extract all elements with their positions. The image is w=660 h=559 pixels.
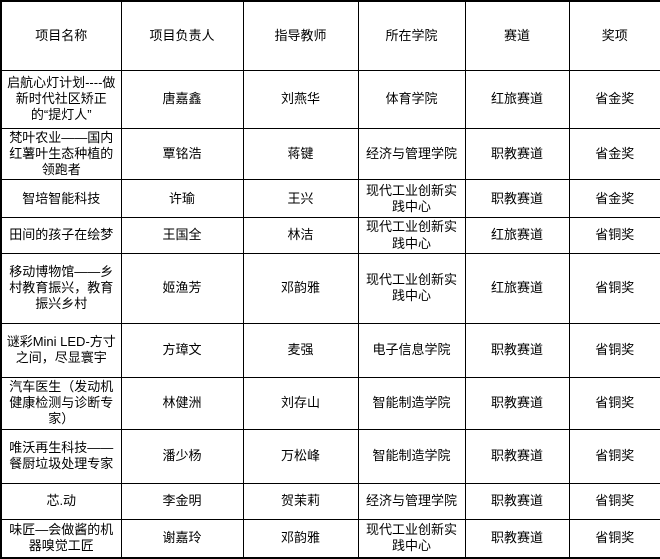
cell-award: 省铜奖 xyxy=(568,217,660,254)
header-cell-track: 赛道 xyxy=(464,0,570,71)
cell-award: 省铜奖 xyxy=(568,428,660,484)
header-cell-award: 奖项 xyxy=(568,0,660,71)
cell-track: 职教赛道 xyxy=(464,482,570,520)
cell-leader: 许瑜 xyxy=(120,179,244,219)
table-body: 启航心灯计划----做新时代社区矫正的“提灯人” 唐嘉鑫 刘燕华 体育学院 红旅赛道 省金… xyxy=(0,69,660,559)
cell-track: 职教赛道 xyxy=(464,179,570,219)
cell-college: 现代工业创新实践中心 xyxy=(357,252,466,324)
table-row: 田间的孩子在绘梦 王国全 林洁 现代工业创新实践中心 红旅赛道 省铜奖 xyxy=(0,217,660,254)
cell-name: 谜彩Mini LED-方寸之间，尽显寰宇 xyxy=(0,322,122,378)
cell-college: 经济与管理学院 xyxy=(357,482,466,520)
cell-college: 智能制造学院 xyxy=(357,428,466,484)
cell-college: 现代工业创新实践中心 xyxy=(357,179,466,219)
cell-award: 省金奖 xyxy=(568,179,660,219)
table-row: 移动博物馆——乡村教育振兴，教育振兴乡村 姬渔芳 邓韵雅 现代工业创新实践中心 红旅赛道… xyxy=(0,252,660,324)
cell-track: 职教赛道 xyxy=(464,322,570,378)
cell-leader: 唐嘉鑫 xyxy=(120,69,244,129)
cell-track: 职教赛道 xyxy=(464,428,570,484)
cell-leader: 王国全 xyxy=(120,217,244,254)
table-row: 梵叶农业——国内红薯叶生态种植的领跑者 覃铭浩 蒋键 经济与管理学院 职教赛道 省金奖 xyxy=(0,127,660,181)
table-row: 启航心灯计划----做新时代社区矫正的“提灯人” 唐嘉鑫 刘燕华 体育学院 红旅赛道 省金… xyxy=(0,69,660,129)
cell-track: 职教赛道 xyxy=(464,376,570,430)
header-cell-project-name: 项目名称 xyxy=(0,0,122,71)
table-row: 芯.动 李金明 贺茉莉 经济与管理学院 职教赛道 省铜奖 xyxy=(0,482,660,520)
table-row: 谜彩Mini LED-方寸之间，尽显寰宇 方璋文 麦强 电子信息学院 职教赛道 省铜奖 xyxy=(0,322,660,378)
cell-teacher: 王兴 xyxy=(242,179,359,219)
cell-teacher: 林洁 xyxy=(242,217,359,254)
cell-name: 智培智能科技 xyxy=(0,179,122,219)
cell-track: 职教赛道 xyxy=(464,127,570,181)
cell-leader: 李金明 xyxy=(120,482,244,520)
header-cell-project-leader: 项目负责人 xyxy=(120,0,244,71)
cell-name: 唯沃再生科技——餐厨垃圾处理专家 xyxy=(0,428,122,484)
cell-award: 省铜奖 xyxy=(568,482,660,520)
header-row: 项目名称 项目负责人 指导教师 所在学院 赛道 奖项 xyxy=(0,0,660,71)
cell-college: 体育学院 xyxy=(357,69,466,129)
cell-name: 启航心灯计划----做新时代社区矫正的“提灯人” xyxy=(0,69,122,129)
cell-teacher: 邓韵雅 xyxy=(242,252,359,324)
cell-teacher: 刘燕华 xyxy=(242,69,359,129)
cell-award: 省铜奖 xyxy=(568,252,660,324)
cell-name: 移动博物馆——乡村教育振兴，教育振兴乡村 xyxy=(0,252,122,324)
table-row: 汽车医生（发动机健康检测与诊断专家） 林健洲 刘存山 智能制造学院 职教赛道 省铜奖 xyxy=(0,376,660,430)
header-cell-college: 所在学院 xyxy=(357,0,466,71)
cell-college: 电子信息学院 xyxy=(357,322,466,378)
cell-college: 经济与管理学院 xyxy=(357,127,466,181)
cell-track: 红旅赛道 xyxy=(464,69,570,129)
cell-teacher: 邓韵雅 xyxy=(242,518,359,559)
cell-name: 梵叶农业——国内红薯叶生态种植的领跑者 xyxy=(0,127,122,181)
cell-name: 味匠—会做酱的机器嗅觉工匠 xyxy=(0,518,122,559)
cell-award: 省金奖 xyxy=(568,69,660,129)
cell-name: 芯.动 xyxy=(0,482,122,520)
cell-leader: 谢嘉玲 xyxy=(120,518,244,559)
cell-award: 省铜奖 xyxy=(568,518,660,559)
cell-leader: 林健洲 xyxy=(120,376,244,430)
table-row: 味匠—会做酱的机器嗅觉工匠 谢嘉玲 邓韵雅 现代工业创新实践中心 职教赛道 省铜奖 xyxy=(0,518,660,559)
cell-track: 红旅赛道 xyxy=(464,217,570,254)
cell-track: 红旅赛道 xyxy=(464,252,570,324)
table-row: 智培智能科技 许瑜 王兴 现代工业创新实践中心 职教赛道 省金奖 xyxy=(0,179,660,219)
cell-teacher: 贺茉莉 xyxy=(242,482,359,520)
cell-teacher: 麦强 xyxy=(242,322,359,378)
cell-college: 现代工业创新实践中心 xyxy=(357,518,466,559)
cell-track: 职教赛道 xyxy=(464,518,570,559)
cell-name: 汽车医生（发动机健康检测与诊断专家） xyxy=(0,376,122,430)
cell-award: 省铜奖 xyxy=(568,376,660,430)
cell-college: 智能制造学院 xyxy=(357,376,466,430)
cell-leader: 潘少杨 xyxy=(120,428,244,484)
cell-teacher: 万松峰 xyxy=(242,428,359,484)
cell-teacher: 刘存山 xyxy=(242,376,359,430)
cell-teacher: 蒋键 xyxy=(242,127,359,181)
cell-award: 省铜奖 xyxy=(568,322,660,378)
table-row: 唯沃再生科技——餐厨垃圾处理专家 潘少杨 万松峰 智能制造学院 职教赛道 省铜奖 xyxy=(0,428,660,484)
header-cell-advisor: 指导教师 xyxy=(242,0,359,71)
cell-award: 省金奖 xyxy=(568,127,660,181)
cell-leader: 姬渔芳 xyxy=(120,252,244,324)
cell-name: 田间的孩子在绘梦 xyxy=(0,217,122,254)
cell-leader: 方璋文 xyxy=(120,322,244,378)
cell-college: 现代工业创新实践中心 xyxy=(357,217,466,254)
cell-leader: 覃铭浩 xyxy=(120,127,244,181)
